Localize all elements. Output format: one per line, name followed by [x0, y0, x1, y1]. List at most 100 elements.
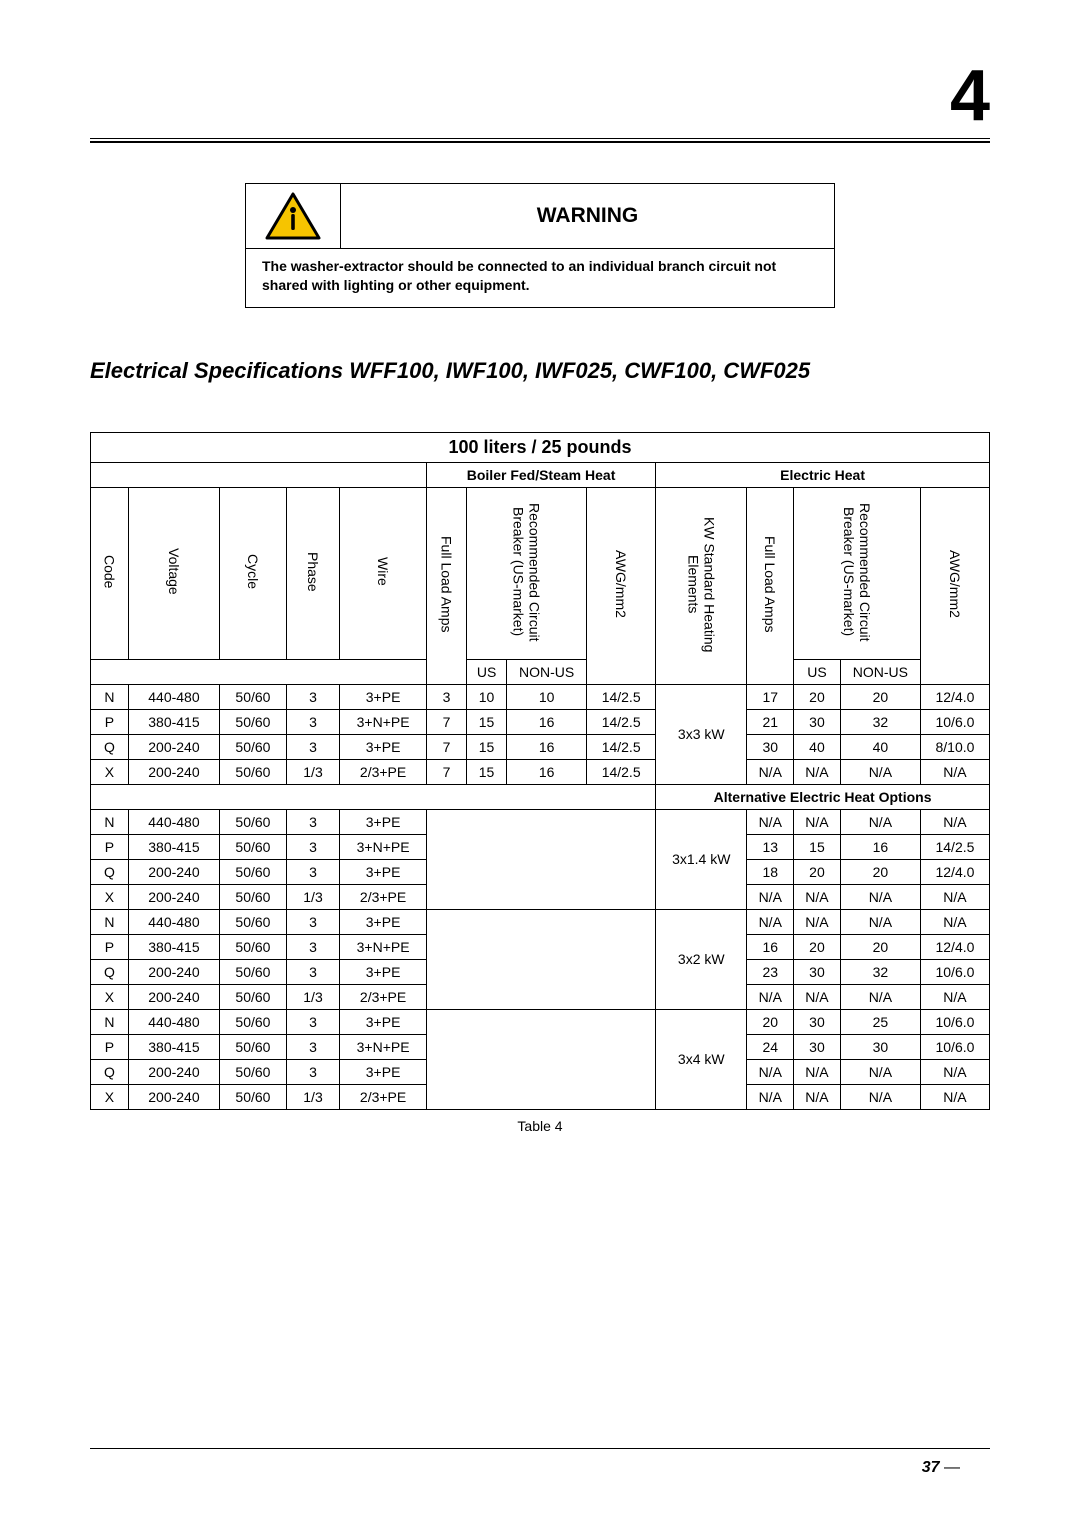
table-cell: N/A [794, 1084, 841, 1109]
kw-cell: 3x1.4 kW [656, 809, 747, 909]
table-cell: 10/6.0 [920, 959, 989, 984]
table-cell: Q [91, 859, 129, 884]
table-cell: 10/6.0 [920, 1034, 989, 1059]
table-cell: N/A [747, 984, 794, 1009]
table-cell: 200-240 [128, 884, 219, 909]
table-cell: N/A [920, 759, 989, 784]
table-cell: 50/60 [220, 1034, 287, 1059]
table-cell: 50/60 [220, 1059, 287, 1084]
hdr-code: Code [101, 555, 117, 588]
table-cell: 50/60 [220, 1084, 287, 1109]
table-cell: N [91, 684, 129, 709]
table-cell: 7 [426, 734, 466, 759]
table-cell: 14/2.5 [587, 684, 656, 709]
table-cell: 20 [794, 684, 841, 709]
table-cell [426, 909, 655, 1009]
table-cell: 3+N+PE [340, 934, 427, 959]
table-cell: 3 [286, 859, 339, 884]
table-cell: N/A [794, 759, 841, 784]
table-cell: N [91, 809, 129, 834]
table-cell: 32 [840, 959, 920, 984]
table-caption: Table 4 [90, 1118, 990, 1134]
table-cell: P [91, 934, 129, 959]
table-cell: 10 [507, 684, 587, 709]
table-cell: 380-415 [128, 1034, 219, 1059]
table-cell: 3 [286, 809, 339, 834]
table-cell: N/A [747, 1084, 794, 1109]
table-cell: 23 [747, 959, 794, 984]
table-cell: 32 [840, 709, 920, 734]
section-title: Electrical Specifications WFF100, IWF100… [90, 358, 990, 384]
table-cell: 20 [794, 934, 841, 959]
table-row: X200-24050/601/32/3+PE7151614/2.5N/AN/AN… [91, 759, 990, 784]
table-cell: 200-240 [128, 984, 219, 1009]
table-cell: Q [91, 734, 129, 759]
table-cell: 50/60 [220, 1009, 287, 1034]
table-cell: 3 [286, 1009, 339, 1034]
table-cell: N/A [747, 759, 794, 784]
table-cell: 10/6.0 [920, 1009, 989, 1034]
table-cell: 30 [794, 1034, 841, 1059]
table-cell: 14/2.5 [587, 709, 656, 734]
table-cell: 40 [794, 734, 841, 759]
sub-nonus: NON-US [507, 659, 587, 684]
table-cell: 50/60 [220, 909, 287, 934]
table-cell: 2/3+PE [340, 884, 427, 909]
table-cell: 12/4.0 [920, 934, 989, 959]
sub-us: US [467, 659, 507, 684]
table-cell: 440-480 [128, 909, 219, 934]
table-cell: N/A [840, 984, 920, 1009]
table-cell: 200-240 [128, 959, 219, 984]
table-cell: 25 [840, 1009, 920, 1034]
table-cell: P [91, 709, 129, 734]
table-cell: 3+PE [340, 809, 427, 834]
table-cell: 200-240 [128, 1084, 219, 1109]
warning-title: WARNING [341, 184, 834, 248]
sub-us2: US [794, 659, 841, 684]
hdr-kw: KW Standard Heating Elements [685, 490, 717, 678]
table-title: 100 liters / 25 pounds [91, 432, 990, 462]
table-cell: 3 [286, 709, 339, 734]
table-cell [91, 784, 656, 809]
table-cell: 13 [747, 834, 794, 859]
table-cell: 24 [747, 1034, 794, 1059]
table-cell: 7 [426, 759, 466, 784]
table-cell: 15 [467, 759, 507, 784]
alt-header-row: Alternative Electric Heat Options [91, 784, 990, 809]
table-cell: N/A [840, 909, 920, 934]
table-cell: 3 [286, 959, 339, 984]
table-cell: 20 [840, 859, 920, 884]
table-cell: N/A [794, 1059, 841, 1084]
table-cell: N/A [840, 809, 920, 834]
table-cell: 200-240 [128, 734, 219, 759]
table-cell: N/A [794, 809, 841, 834]
warning-icon [265, 192, 321, 240]
table-cell: 16 [507, 709, 587, 734]
table-cell: 1/3 [286, 984, 339, 1009]
table-cell: N/A [920, 984, 989, 1009]
table-cell: 12/4.0 [920, 684, 989, 709]
table-cell: 200-240 [128, 859, 219, 884]
table-cell: P [91, 1034, 129, 1059]
footer-rule [90, 1448, 990, 1449]
hdr-voltage: Voltage [166, 548, 182, 595]
table-cell: N/A [920, 909, 989, 934]
table-cell: N/A [794, 909, 841, 934]
table-cell: 15 [467, 709, 507, 734]
table-cell: 18 [747, 859, 794, 884]
table-cell: 200-240 [128, 759, 219, 784]
table-cell: 50/60 [220, 809, 287, 834]
kw-cell: 3x4 kW [656, 1009, 747, 1109]
table-cell: X [91, 1084, 129, 1109]
table-cell: 3 [286, 1034, 339, 1059]
table-cell: N/A [840, 1059, 920, 1084]
hdr-breaker: Recommended Circuit Breaker (US-market) [511, 492, 543, 652]
page-number: 37 — [90, 1459, 990, 1477]
table-cell: 1/3 [286, 759, 339, 784]
table-cell: N/A [920, 884, 989, 909]
table-cell: 16 [507, 759, 587, 784]
table-cell: 440-480 [128, 1009, 219, 1034]
table-cell: 30 [794, 959, 841, 984]
table-cell: 30 [840, 1034, 920, 1059]
table-cell: 50/60 [220, 834, 287, 859]
